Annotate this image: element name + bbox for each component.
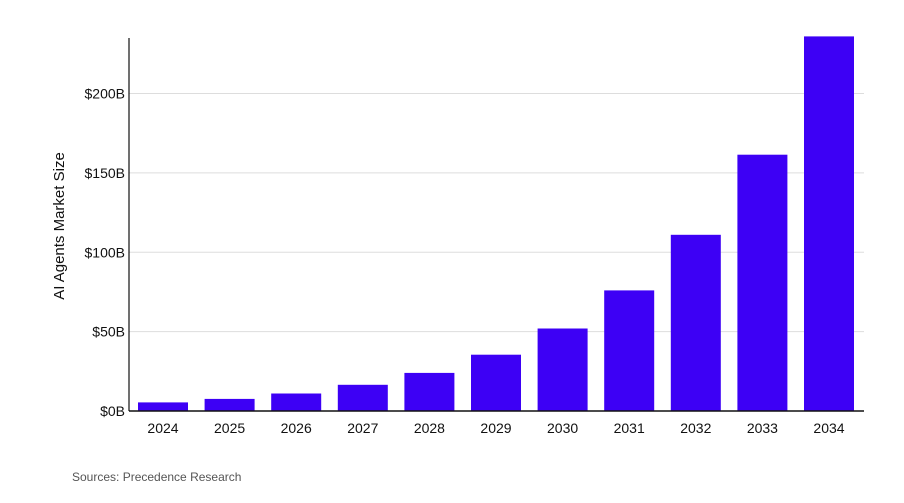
bar-chart: $0B$50B$100B$150B$200B 2024 2025 2026 2027 2… [51,36,864,436]
x-tick-label: 2029 [480,420,511,436]
x-tick-labels: 2024 2025 2026 2027 2028 2029 2030 2031 2032 2033… [147,420,844,436]
bar-2025 [204,398,255,411]
x-tick-label: 2034 [813,420,844,436]
y-tick-label: $100B [85,244,125,260]
x-tick-label: 2026 [281,420,312,436]
bar-2027 [337,384,388,411]
x-tick-label: 2025 [214,420,245,436]
bar-2033 [737,154,788,411]
x-tick-label: 2032 [680,420,711,436]
bar-2029 [471,354,521,411]
bar-2024 [138,402,188,411]
y-axis-title: AI Agents Market Size [51,152,68,300]
bar-2031 [604,290,655,411]
bar-2030 [537,328,588,411]
bar-2028 [404,372,455,411]
bars [138,36,854,412]
x-tick-label: 2030 [547,420,578,436]
x-tick-label: 2031 [614,420,645,436]
y-tick-label: $200B [85,86,125,102]
axes [128,38,864,412]
x-tick-label: 2027 [347,420,378,436]
source-note: Sources: Precedence Research [72,470,242,484]
y-tick-labels: $0B $50B $100B $150B $200B [85,86,125,419]
x-tick-label: 2033 [747,420,778,436]
y-tick-label: $50B [92,324,125,340]
bar-2026 [271,393,322,411]
bar-2032 [670,234,721,411]
y-tick-label: $150B [85,165,125,181]
y-tick-label: $0B [100,403,125,419]
x-tick-label: 2028 [414,420,445,436]
bar-2034 [804,36,854,412]
x-tick-label: 2024 [147,420,178,436]
